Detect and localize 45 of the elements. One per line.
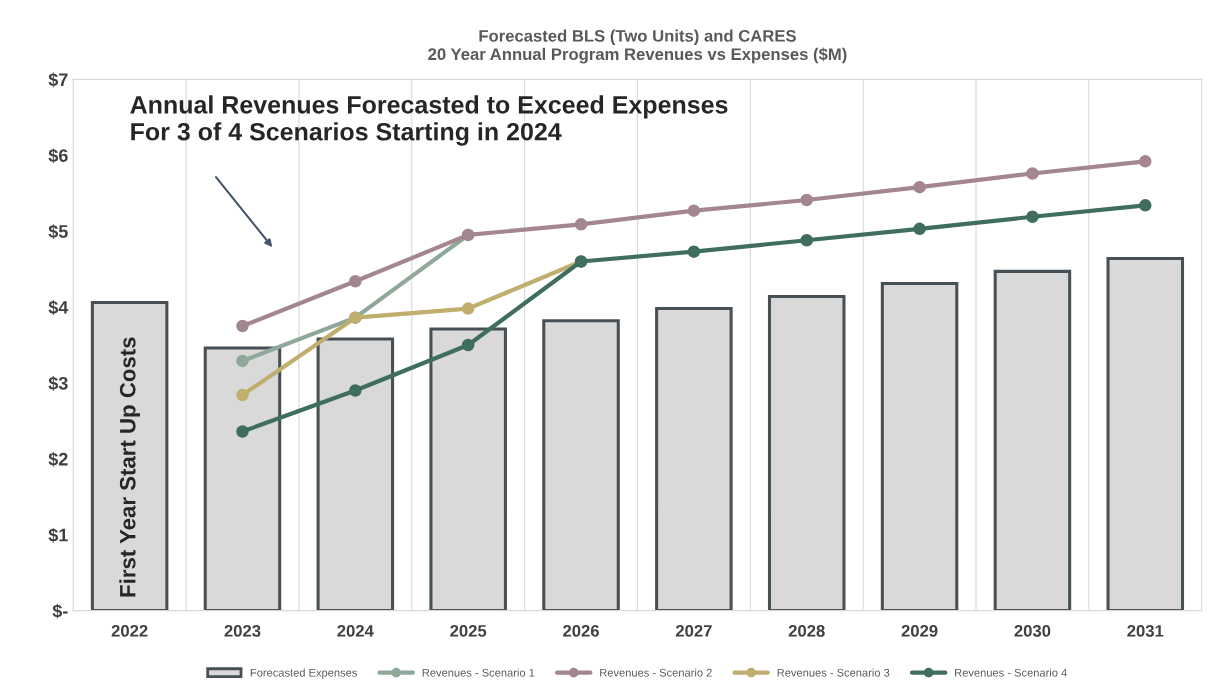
point bbox=[800, 193, 813, 207]
x-tick-label: 2025 bbox=[450, 624, 487, 637]
legend-label: Revenues - Scenario 4 bbox=[955, 668, 1067, 677]
y-tick-label: $5 bbox=[48, 224, 68, 240]
point bbox=[687, 204, 701, 217]
x-tick-label: 2022 bbox=[111, 624, 148, 637]
point bbox=[461, 338, 475, 352]
legend-label: Forecasted Expenses bbox=[250, 668, 357, 679]
x-tick-label: 2023 bbox=[224, 624, 261, 637]
point bbox=[236, 319, 249, 333]
point bbox=[913, 222, 926, 236]
point bbox=[236, 354, 249, 368]
y-tick-label: $- bbox=[52, 603, 68, 619]
x-tick-label: 2029 bbox=[901, 624, 938, 637]
legend-label: Revenues - Scenario 2 bbox=[600, 668, 712, 677]
point bbox=[687, 245, 701, 258]
y-tick-label: $4 bbox=[48, 300, 69, 315]
x-tick-label: 2026 bbox=[563, 624, 599, 637]
point bbox=[349, 384, 362, 397]
point bbox=[1139, 199, 1152, 212]
point bbox=[800, 234, 813, 247]
point bbox=[349, 274, 362, 288]
x-tick-label: 2030 bbox=[1014, 624, 1051, 637]
annotation: Annual Revenues Forecasted to Exceed Expenses For 3 of 4 Scenarios Starting in 2024 bbox=[130, 95, 728, 146]
point bbox=[1026, 210, 1039, 223]
y-tick-label: $2 bbox=[48, 451, 68, 467]
legend-label: Revenues - Scenario 3 bbox=[777, 668, 890, 677]
point bbox=[913, 180, 926, 194]
x-tick-label: 2028 bbox=[788, 624, 825, 637]
y-tick-label: $6 bbox=[48, 148, 68, 164]
y-tick-label: $3 bbox=[48, 376, 68, 391]
legend-label: Revenues - Scenario 1 bbox=[422, 668, 535, 677]
x-tick-label: 2031 bbox=[1127, 624, 1164, 637]
point bbox=[1139, 155, 1152, 168]
point bbox=[236, 425, 249, 438]
point bbox=[574, 218, 588, 231]
point bbox=[461, 302, 475, 315]
chart-title: Forecasted BLS (Two Units) and CARES 20 Year Annual Program Revenues vs Expenses ($M) bbox=[428, 29, 847, 64]
point bbox=[1026, 167, 1039, 180]
annotation: First Year Start Up Costs bbox=[119, 337, 140, 597]
y-tick-label: $7 bbox=[48, 72, 68, 88]
x-tick-label: 2027 bbox=[675, 624, 712, 637]
point bbox=[236, 388, 249, 402]
y-tick-label: $1 bbox=[48, 527, 68, 543]
x-tick-label: 2024 bbox=[337, 624, 374, 637]
